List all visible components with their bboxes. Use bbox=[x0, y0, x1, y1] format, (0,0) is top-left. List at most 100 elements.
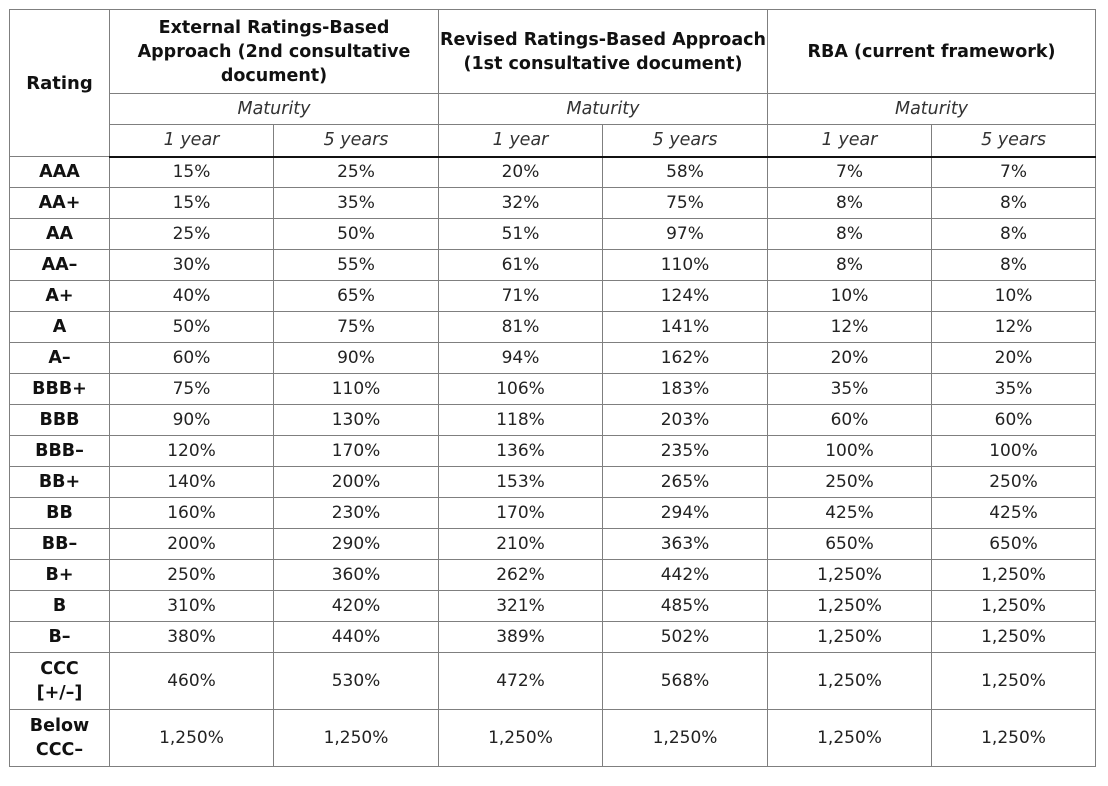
value-cell: 200% bbox=[273, 466, 439, 498]
value-cell: 153% bbox=[438, 466, 603, 498]
rating-cell: AA bbox=[9, 218, 110, 250]
value-cell: 75% bbox=[109, 373, 274, 405]
erba-header-line3: document) bbox=[220, 65, 328, 86]
value-cell: 51% bbox=[438, 218, 603, 250]
value-cell: 1,250% bbox=[931, 590, 1097, 622]
erba-header-line1: External Ratings-Based bbox=[158, 17, 390, 38]
rating-cell: AA+ bbox=[9, 187, 110, 219]
value-cell: 568% bbox=[601, 652, 769, 710]
table-row: BB 160% 230% 170% 294% 425% 425% bbox=[9, 497, 1097, 529]
value-cell: 440% bbox=[273, 621, 439, 653]
value-cell: 363% bbox=[601, 528, 769, 560]
value-cell: 81% bbox=[438, 311, 603, 343]
value-cell: 50% bbox=[109, 311, 274, 343]
value-cell: 1,250% bbox=[931, 652, 1097, 710]
value-cell: 75% bbox=[601, 187, 769, 219]
table-row: B– 380% 440% 389% 502% 1,250% 1,250% bbox=[9, 621, 1097, 653]
value-cell: 210% bbox=[438, 528, 603, 560]
value-cell: 1,250% bbox=[767, 559, 933, 591]
table-row: BBB– 120% 170% 136% 235% 100% 100% bbox=[9, 435, 1097, 467]
value-cell: 7% bbox=[931, 156, 1097, 188]
rating-text: BB– bbox=[41, 534, 78, 554]
maturity-header: Maturity bbox=[109, 93, 439, 125]
rating-text: AA+ bbox=[38, 193, 81, 213]
rating-cell: BB bbox=[9, 497, 110, 529]
value-cell: 94% bbox=[438, 342, 603, 374]
value-cell: 183% bbox=[601, 373, 769, 405]
sub-header-1y: 1 year bbox=[438, 124, 603, 158]
value-cell: 60% bbox=[767, 404, 933, 436]
rating-cell: AA– bbox=[9, 249, 110, 281]
rating-text: BBB+ bbox=[32, 379, 87, 399]
value-cell: 265% bbox=[601, 466, 769, 498]
value-cell: 1,250% bbox=[931, 559, 1097, 591]
value-cell: 35% bbox=[931, 373, 1097, 405]
table-row: BBB+ 75% 110% 106% 183% 35% 35% bbox=[9, 373, 1097, 405]
table-row: CCC [+/–] 460% 530% 472% 568% 1,250% 1,250% bbox=[9, 652, 1097, 710]
value-cell: 294% bbox=[601, 497, 769, 529]
value-cell: 141% bbox=[601, 311, 769, 343]
value-cell: 7% bbox=[767, 156, 933, 188]
rating-text: AA bbox=[45, 224, 74, 244]
rating-cell: BBB bbox=[9, 404, 110, 436]
value-cell: 250% bbox=[931, 466, 1097, 498]
value-cell: 170% bbox=[273, 435, 439, 467]
value-cell: 10% bbox=[931, 280, 1097, 312]
value-cell: 650% bbox=[931, 528, 1097, 560]
value-cell: 162% bbox=[601, 342, 769, 374]
rating-text: A+ bbox=[45, 286, 74, 306]
value-cell: 130% bbox=[273, 404, 439, 436]
rating-text-line2: [+/–] bbox=[36, 683, 83, 703]
sub-header-1y: 1 year bbox=[109, 124, 274, 158]
value-cell: 8% bbox=[931, 249, 1097, 281]
value-cell: 230% bbox=[273, 497, 439, 529]
value-cell: 32% bbox=[438, 187, 603, 219]
value-cell: 530% bbox=[273, 652, 439, 710]
value-cell: 110% bbox=[601, 249, 769, 281]
value-cell: 61% bbox=[438, 249, 603, 281]
rating-text: BBB bbox=[39, 410, 80, 430]
rating-cell: B bbox=[9, 590, 110, 622]
value-cell: 71% bbox=[438, 280, 603, 312]
value-cell: 55% bbox=[273, 249, 439, 281]
value-cell: 460% bbox=[109, 652, 274, 710]
value-cell: 8% bbox=[767, 187, 933, 219]
value-cell: 60% bbox=[931, 404, 1097, 436]
value-cell: 40% bbox=[109, 280, 274, 312]
rating-text: BB+ bbox=[38, 472, 81, 492]
value-cell: 20% bbox=[438, 156, 603, 188]
maturity-header: Maturity bbox=[767, 93, 1097, 125]
table-row: AA 25% 50% 51% 97% 8% 8% bbox=[9, 218, 1097, 250]
sub-header-5y: 5 years bbox=[931, 124, 1097, 158]
value-cell: 35% bbox=[767, 373, 933, 405]
value-cell: 8% bbox=[767, 249, 933, 281]
table-row: Below CCC– 1,250% 1,250% 1,250% 1,250% 1,250% 1… bbox=[9, 709, 1097, 767]
erba-header: External Ratings-Based Approach (2nd con… bbox=[109, 9, 439, 94]
rating-text: BB bbox=[46, 503, 73, 523]
value-cell: 321% bbox=[438, 590, 603, 622]
rba-header-line1: RBA (current framework) bbox=[807, 41, 1056, 62]
value-cell: 65% bbox=[273, 280, 439, 312]
table-row: A– 60% 90% 94% 162% 20% 20% bbox=[9, 342, 1097, 374]
value-cell: 1,250% bbox=[438, 709, 603, 767]
rating-cell: BB+ bbox=[9, 466, 110, 498]
value-cell: 200% bbox=[109, 528, 274, 560]
rating-cell: AAA bbox=[9, 156, 110, 188]
rating-text: A– bbox=[48, 348, 71, 368]
value-cell: 50% bbox=[273, 218, 439, 250]
rating-cell: B+ bbox=[9, 559, 110, 591]
rating-cell: B– bbox=[9, 621, 110, 653]
table-row: BB– 200% 290% 210% 363% 650% 650% bbox=[9, 528, 1097, 560]
rating-text: BBB– bbox=[35, 441, 84, 461]
value-cell: 1,250% bbox=[931, 709, 1097, 767]
rating-text: AAA bbox=[39, 162, 80, 182]
rating-cell: BBB– bbox=[9, 435, 110, 467]
value-cell: 100% bbox=[767, 435, 933, 467]
value-cell: 12% bbox=[767, 311, 933, 343]
value-cell: 1,250% bbox=[109, 709, 274, 767]
rating-cell: BB– bbox=[9, 528, 110, 560]
table-row: BBB 90% 130% 118% 203% 60% 60% bbox=[9, 404, 1097, 436]
value-cell: 25% bbox=[273, 156, 439, 188]
value-cell: 170% bbox=[438, 497, 603, 529]
table-row: AA– 30% 55% 61% 110% 8% 8% bbox=[9, 249, 1097, 281]
